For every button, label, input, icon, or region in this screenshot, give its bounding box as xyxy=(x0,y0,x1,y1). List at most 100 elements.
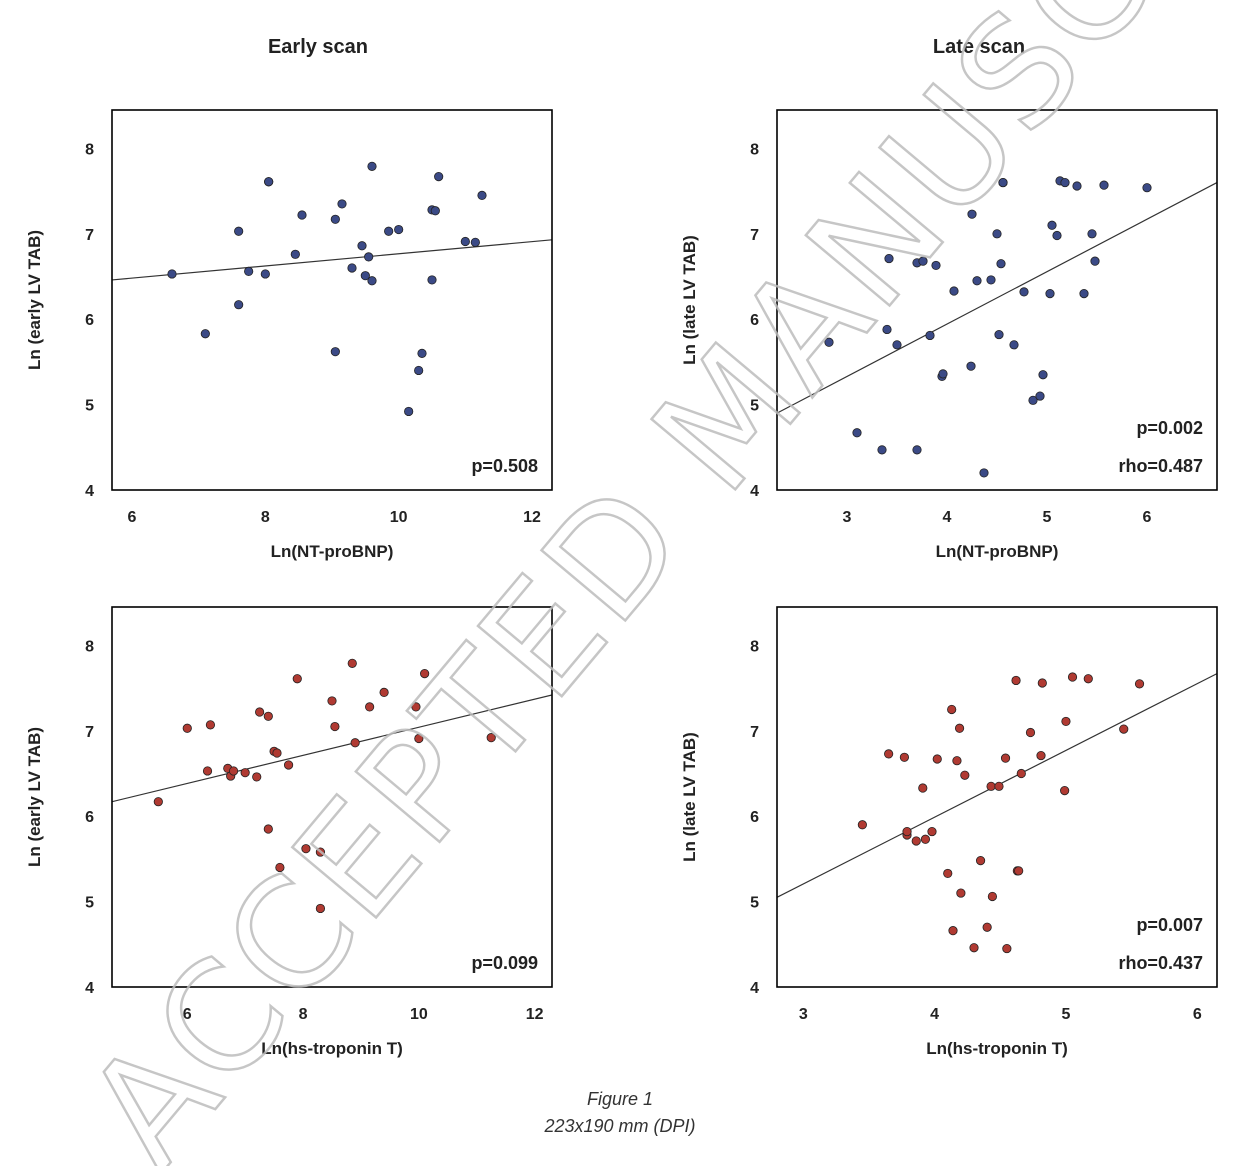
data-point xyxy=(477,190,487,200)
data-point xyxy=(975,856,986,866)
y-axis-label: Ln (early LV TAB) xyxy=(25,230,44,370)
x-tick-label: 6 xyxy=(1143,509,1152,526)
data-point xyxy=(982,922,992,932)
y-tick-label: 8 xyxy=(750,141,759,158)
data-point xyxy=(430,206,440,216)
data-point xyxy=(1038,370,1048,380)
data-point xyxy=(972,276,982,286)
data-point xyxy=(200,329,210,339)
data-point xyxy=(877,445,887,455)
data-point xyxy=(350,738,360,748)
data-point xyxy=(234,226,244,236)
data-point xyxy=(998,177,1008,188)
data-point xyxy=(931,260,941,271)
data-point xyxy=(420,669,430,679)
data-point xyxy=(994,781,1004,791)
data-point xyxy=(252,772,262,782)
data-point xyxy=(954,723,965,733)
y-tick-label: 5 xyxy=(85,895,94,912)
x-tick-label: 10 xyxy=(410,1006,428,1023)
data-point xyxy=(205,720,216,730)
data-point xyxy=(228,766,239,776)
data-point xyxy=(404,406,414,417)
data-point xyxy=(1011,675,1021,686)
data-point xyxy=(986,781,996,791)
data-point xyxy=(283,760,294,770)
data-point xyxy=(1079,288,1089,299)
data-point xyxy=(1087,229,1097,239)
data-point xyxy=(434,172,444,182)
scatter-panel-4: 3 4 5 6 4 5 6 7 8 Ln(hs-troponin T) Ln (late LV TA… xyxy=(680,606,1218,1058)
x-axis-label: Ln(hs-troponin T) xyxy=(926,1039,1068,1058)
data-point xyxy=(240,768,250,778)
data-point xyxy=(272,748,282,758)
data-point xyxy=(1060,785,1070,796)
data-point xyxy=(260,269,270,279)
data-point xyxy=(263,824,273,834)
x-tick-label: 3 xyxy=(843,509,852,526)
data-point xyxy=(912,445,922,455)
data-point xyxy=(347,263,357,273)
data-point xyxy=(275,862,285,873)
plot-frame xyxy=(776,109,1218,491)
data-point xyxy=(379,687,389,697)
trendline xyxy=(777,182,1217,414)
plot-frame xyxy=(111,109,553,491)
data-point xyxy=(290,249,300,259)
data-point xyxy=(367,161,377,171)
stat-annotation: p=0.099 xyxy=(471,953,538,973)
data-point xyxy=(992,229,1002,239)
data-point xyxy=(932,754,942,764)
data-point xyxy=(899,752,910,762)
data-point xyxy=(327,696,337,706)
y-tick-label: 6 xyxy=(750,809,759,826)
data-point xyxy=(892,340,902,350)
data-point xyxy=(938,369,948,379)
figure-size-note: 223x190 mm (DPI) xyxy=(543,1116,695,1136)
data-point xyxy=(1047,220,1057,230)
data-point xyxy=(949,286,959,296)
data-point xyxy=(315,847,326,857)
data-point xyxy=(1119,724,1129,734)
data-point xyxy=(1061,716,1071,727)
y-tick-label: 4 xyxy=(750,483,759,500)
data-point xyxy=(234,300,244,310)
data-point xyxy=(943,868,953,879)
data-point xyxy=(264,177,274,187)
x-tick-label: 5 xyxy=(1062,1006,1071,1023)
watermark-text: ACCEPTED MANUSCRIPT xyxy=(54,0,1254,1166)
y-tick-label: 8 xyxy=(750,638,759,655)
data-point xyxy=(1036,750,1046,761)
y-tick-label: 4 xyxy=(750,980,759,997)
data-point xyxy=(330,347,340,357)
data-point xyxy=(367,276,377,286)
y-tick-label: 8 xyxy=(85,638,94,655)
data-point xyxy=(1035,391,1045,401)
data-point xyxy=(1090,256,1100,266)
data-point xyxy=(414,733,424,744)
column-title-early: Early scan xyxy=(268,36,368,58)
data-point xyxy=(1072,181,1082,191)
plot-frame xyxy=(111,606,553,988)
data-point xyxy=(153,797,163,807)
data-point xyxy=(911,836,921,846)
data-point xyxy=(360,271,370,281)
x-tick-label: 5 xyxy=(1043,509,1052,526)
x-tick-label: 4 xyxy=(930,1006,939,1023)
data-point xyxy=(948,926,958,936)
x-tick-label: 8 xyxy=(261,509,270,526)
data-point xyxy=(987,891,998,902)
x-tick-label: 6 xyxy=(183,1006,192,1023)
data-point xyxy=(927,826,937,837)
data-point xyxy=(969,943,979,953)
data-point xyxy=(1037,678,1047,688)
y-tick-label: 5 xyxy=(750,895,759,912)
data-point xyxy=(986,275,996,285)
data-point xyxy=(1028,395,1038,405)
y-tick-label: 8 xyxy=(85,141,94,158)
data-point xyxy=(394,224,404,235)
y-tick-label: 4 xyxy=(85,483,94,500)
data-point xyxy=(1045,288,1055,299)
data-point xyxy=(1083,674,1093,684)
